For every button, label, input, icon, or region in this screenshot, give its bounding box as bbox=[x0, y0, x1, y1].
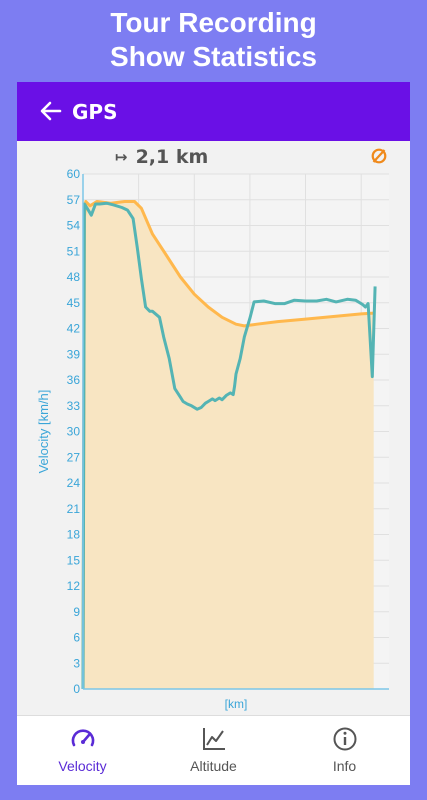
y-tick-label: 57 bbox=[67, 193, 81, 207]
app-bar-title: GPS bbox=[72, 100, 118, 124]
nav-label-velocity: Velocity bbox=[58, 758, 107, 774]
y-tick-label: 45 bbox=[67, 296, 81, 310]
y-tick-label: 42 bbox=[67, 322, 81, 336]
distance-value: 2,1 km bbox=[135, 146, 209, 168]
y-tick-label: 60 bbox=[67, 167, 81, 181]
velocity-chart: 036912151821242730333639424548515457600,… bbox=[36, 167, 389, 711]
app-bar: GPS bbox=[17, 82, 410, 141]
phone-screen: GPS 0 3 6 9 12 15 18 21 24 27 30 33 36 39 42 45 48 51 54 57… bbox=[17, 82, 410, 785]
y-tick-label: 12 bbox=[67, 579, 81, 593]
y-tick-label: 27 bbox=[67, 450, 81, 464]
y-tick-label: 48 bbox=[67, 270, 81, 284]
info-icon bbox=[333, 727, 357, 751]
y-tick-label: 21 bbox=[67, 502, 81, 516]
y-axis-label: Velocity [km/h] bbox=[36, 390, 51, 474]
gps-velocity-line bbox=[81, 201, 377, 690]
y-tick-label: 30 bbox=[67, 425, 81, 439]
altitude-chart-icon bbox=[203, 728, 225, 750]
back-arrow-icon[interactable] bbox=[37, 97, 65, 125]
reset-zoom-icon[interactable] bbox=[370, 147, 388, 165]
promo-header: Tour Recording Show Statistics bbox=[0, 0, 427, 82]
distance-arrow-icon: ↦ bbox=[115, 148, 128, 166]
y-tick-label: 33 bbox=[67, 399, 81, 413]
y-tick-label: 15 bbox=[67, 553, 81, 567]
y-tick-label: 54 bbox=[67, 219, 81, 233]
bottom-navigation: Velocity Altitude Info bbox=[17, 715, 410, 785]
y-tick-label: 51 bbox=[67, 244, 81, 258]
promo-title-line2: Show Statistics bbox=[110, 41, 317, 72]
y-tick-label: 0 bbox=[73, 682, 80, 696]
y-tick-label: 39 bbox=[67, 347, 81, 361]
distance-summary: ↦ 2,1 km bbox=[115, 145, 208, 169]
y-tick-label: 36 bbox=[67, 373, 81, 387]
nav-label-altitude: Altitude bbox=[190, 758, 237, 774]
smoothed-velocity-area bbox=[83, 201, 374, 689]
nav-label-info: Info bbox=[332, 758, 357, 774]
y-tick-label: 18 bbox=[67, 528, 81, 542]
nav-altitude[interactable]: Altitude bbox=[148, 716, 279, 785]
promo-title-line1: Tour Recording bbox=[110, 7, 317, 38]
y-tick-label: 3 bbox=[73, 656, 80, 670]
chart-area: 036912151821242730333639424548515457600,… bbox=[17, 141, 410, 715]
nav-info[interactable]: Info bbox=[279, 716, 410, 785]
x-axis-label: [km] bbox=[225, 697, 248, 711]
speedometer-icon bbox=[71, 729, 95, 747]
y-tick-label: 6 bbox=[73, 631, 80, 645]
y-tick-label: 24 bbox=[67, 476, 81, 490]
y-tick-label: 9 bbox=[73, 605, 80, 619]
nav-velocity[interactable]: Velocity bbox=[17, 716, 148, 785]
